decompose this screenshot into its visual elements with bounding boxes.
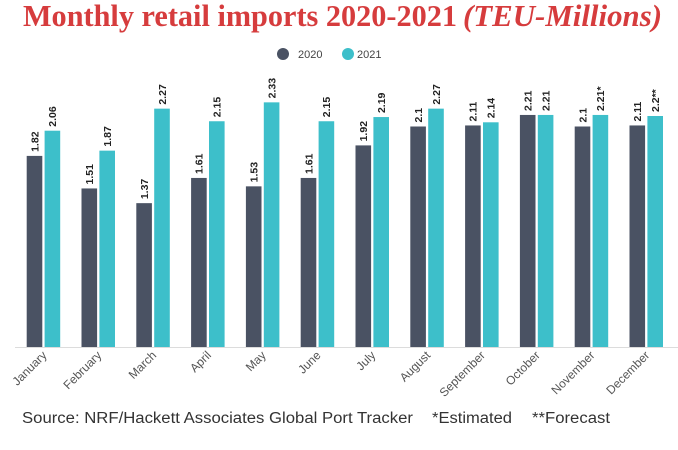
x-tick-label-september: September [437, 348, 488, 399]
data-label-2021-october: 2.21 [540, 90, 552, 111]
bar-2021-march[interactable] [154, 108, 170, 348]
x-tick-label-february: February [61, 348, 105, 392]
bar-2020-april[interactable] [191, 177, 207, 347]
bar-2021-january[interactable] [44, 130, 61, 347]
source-note: Source: NRF/Hackett Associates Global Po… [22, 410, 413, 427]
data-label-2020-june: 1.61 [303, 153, 315, 174]
x-tick-label-december: December [603, 348, 652, 397]
data-label-2020-february: 1.51 [84, 164, 96, 185]
data-label-2020-september: 2.11 [468, 101, 480, 121]
bar-2021-february[interactable] [99, 150, 115, 347]
bar-2020-october[interactable] [519, 114, 536, 347]
bar-2021-november[interactable] [592, 114, 609, 347]
data-label-2020-november: 2.1 [577, 108, 589, 123]
bar-2020-may[interactable] [245, 186, 262, 347]
data-label-2021-june: 2.15 [321, 97, 333, 118]
data-label-2020-may: 1.53 [249, 162, 261, 183]
bar-2020-january[interactable] [26, 155, 43, 347]
footer: Source: NRF/Hackett Associates Global Po… [22, 410, 611, 427]
forecast-note: **Forecast [532, 410, 611, 427]
data-label-2020-august: 2.1 [413, 108, 425, 123]
legend-item-2021[interactable]: 2021 [342, 48, 381, 61]
x-tick-label-january: January [9, 348, 49, 388]
x-tick-label-may: May [243, 348, 269, 374]
x-tick-label-july: July [353, 348, 378, 373]
data-label-2021-september: 2.14 [486, 98, 498, 119]
data-label-2021-january: 2.06 [47, 106, 59, 127]
bar-2021-april[interactable] [209, 121, 225, 347]
legend-swatch-2020 [277, 48, 289, 60]
data-label-2021-april: 2.15 [212, 97, 224, 118]
bar-2020-june[interactable] [300, 177, 317, 347]
data-label-2021-august: 2.27 [431, 84, 443, 105]
bar-2021-september[interactable] [483, 122, 499, 347]
bar-2021-october[interactable] [537, 114, 554, 347]
bar-2021-august[interactable] [428, 108, 444, 348]
data-label-2021-may: 2.33 [266, 78, 278, 99]
data-label-2020-april: 1.61 [194, 153, 206, 174]
x-tick-label-october: October [503, 348, 543, 388]
data-label-2021-december: 2.2** [650, 88, 662, 112]
bar-2021-may[interactable] [263, 102, 280, 347]
legend: 2020 2021 [277, 48, 381, 61]
data-label-2020-october: 2.21 [523, 90, 535, 111]
bar-2020-february[interactable] [81, 188, 98, 347]
data-label-2020-december: 2.11 [632, 101, 644, 121]
bar-2020-december[interactable] [629, 125, 646, 347]
legend-label-2021: 2021 [357, 49, 381, 61]
bar-2020-july[interactable] [355, 145, 372, 347]
x-tick-label-august: August [397, 348, 434, 385]
data-label-2021-march: 2.27 [157, 84, 169, 105]
data-label-2020-january: 1.82 [29, 131, 41, 152]
x-tick-label-march: March [126, 348, 159, 381]
x-tick-label-june: June [295, 348, 324, 377]
x-tick-label-november: November [549, 348, 598, 397]
bar-2020-march[interactable] [136, 203, 152, 347]
bars-layer [26, 102, 663, 348]
bar-2021-june[interactable] [318, 121, 335, 347]
legend-item-2020[interactable]: 2020 [277, 48, 322, 61]
chart-title-main: Monthly retail imports 2020-2021 [23, 0, 457, 33]
data-label-2020-march: 1.37 [139, 179, 151, 200]
bar-2021-december[interactable] [647, 116, 663, 347]
bar-2020-august[interactable] [410, 126, 426, 348]
estimated-note: *Estimated [432, 410, 512, 427]
bar-2021-july[interactable] [373, 117, 389, 347]
data-label-2020-july: 1.92 [358, 121, 370, 142]
bar-2020-september[interactable] [465, 125, 481, 347]
x-axis-tick-labels: January February March April May June July Augu… [9, 348, 652, 400]
x-tick-label-april: April [187, 348, 214, 375]
data-label-2021-november: 2.21* [595, 86, 607, 111]
legend-swatch-2021 [342, 48, 354, 60]
data-labels-layer: 1.82 2.06 1.51 1.87 1.37 2.27 1.61 2.15 1.53 2.33… [29, 78, 662, 199]
bar-2020-november[interactable] [574, 126, 591, 348]
data-label-2021-july: 2.19 [376, 92, 388, 113]
chart-title: Monthly retail imports 2020-2021 (TEU-Mi… [23, 0, 662, 33]
legend-label-2020: 2020 [298, 49, 322, 61]
data-label-2021-february: 1.87 [102, 126, 114, 147]
chart-title-unit: (TEU-Millions) [463, 0, 662, 33]
